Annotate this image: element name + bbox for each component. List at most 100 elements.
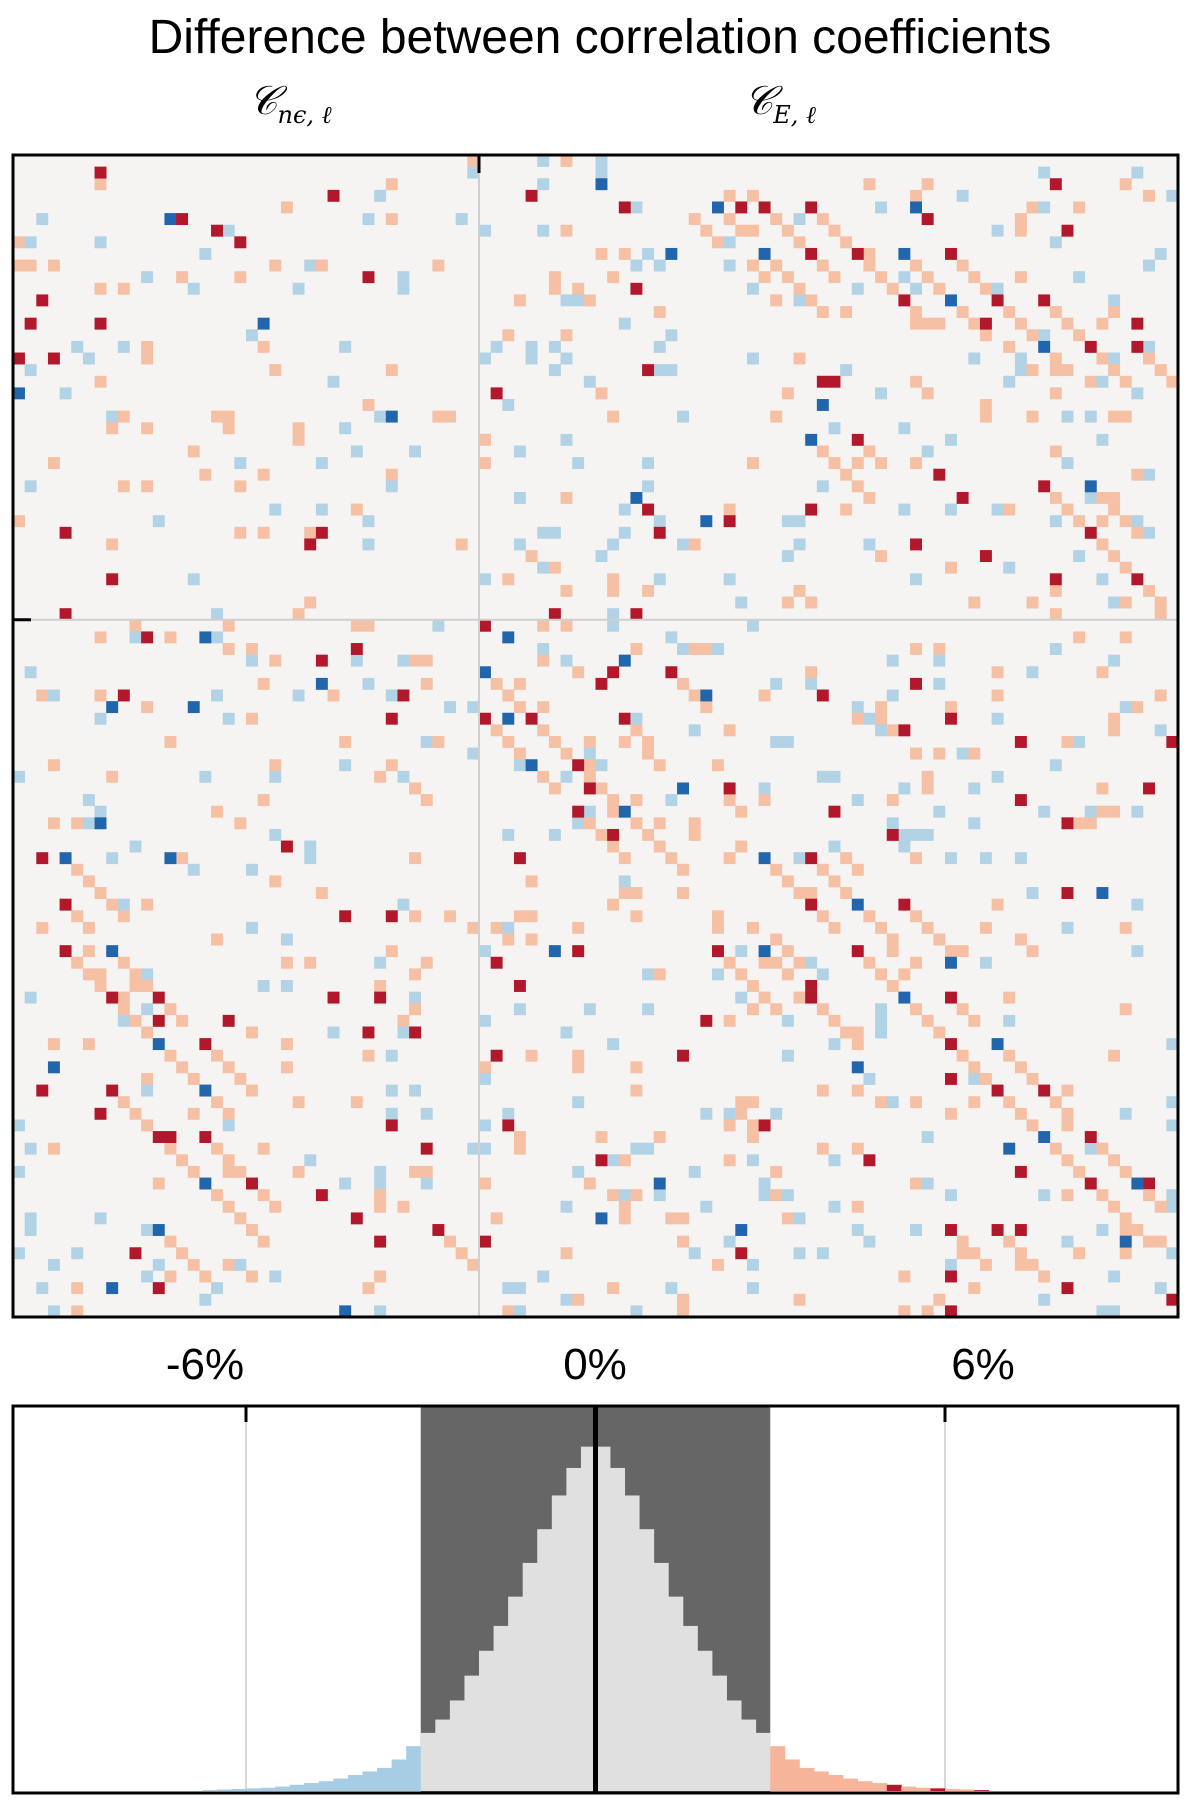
heatmap-cell (630, 491, 643, 504)
heatmap-cell (886, 828, 899, 841)
heatmap-cell (1061, 457, 1074, 470)
heatmap-cell (560, 770, 573, 783)
heatmap-cell (910, 259, 922, 272)
heatmap-cell (607, 840, 620, 853)
histogram-bar (784, 1759, 800, 1791)
heatmap-cell (758, 247, 771, 260)
heatmap-cell (315, 654, 328, 667)
heatmap-cell (374, 991, 387, 1004)
heatmap-cell (152, 515, 165, 528)
heatmap-cell (13, 1247, 25, 1260)
heatmap-cell (304, 526, 317, 539)
heatmap-cell (82, 875, 95, 888)
heatmap-cell (490, 677, 503, 690)
heatmap-cell (513, 852, 526, 865)
heatmap-cell (851, 1038, 864, 1051)
heatmap-cell (712, 945, 724, 958)
heatmap-cell (164, 1235, 177, 1248)
heatmap-cell (164, 631, 177, 644)
histogram-bar (813, 1771, 829, 1791)
heatmap-cell (362, 213, 375, 226)
heatmap-cell (187, 573, 200, 586)
heatmap-cell (82, 921, 95, 934)
heatmap-cell (1096, 491, 1109, 504)
heatmap-cell (851, 712, 864, 725)
heatmap-cell (409, 1165, 422, 1178)
heatmap-cell (397, 689, 410, 702)
heatmap-cell (735, 201, 748, 214)
histogram-bar (930, 1788, 946, 1791)
heatmap-cell (770, 677, 783, 690)
hist-tick-label-0: 0% (563, 1340, 627, 1389)
heatmap-cell (385, 1107, 398, 1120)
heatmap-cell (513, 747, 526, 760)
heatmap-cell (793, 887, 806, 899)
heatmap-cell (979, 329, 992, 342)
heatmap-cell (82, 1038, 95, 1051)
heatmap-cell (152, 1131, 165, 1143)
heatmap-cell (234, 817, 247, 830)
heatmap-cell (490, 1049, 503, 1062)
heatmap-cell (537, 701, 550, 714)
heatmap-cell (1166, 1293, 1179, 1306)
heatmap-cell (910, 317, 922, 330)
heatmap-cell (723, 259, 736, 272)
heatmap-cell (921, 828, 934, 841)
heatmap-cell (71, 956, 84, 969)
heatmap-cell (106, 410, 119, 423)
heatmap-cell (1108, 596, 1121, 609)
heatmap-cell (956, 1003, 969, 1016)
heatmap-cell (677, 410, 689, 423)
heatmap-cell (385, 364, 398, 377)
heatmap-cell (1049, 364, 1062, 377)
histogram-bar (260, 1787, 276, 1791)
heatmap-cell (863, 178, 876, 191)
heatmap-cell (979, 852, 992, 865)
heatmap-cell (851, 457, 864, 470)
heatmap-cell (816, 863, 829, 876)
heatmap-cell (956, 1247, 969, 1260)
heatmap-cell (71, 817, 84, 830)
heatmap-cell (152, 1014, 165, 1027)
heatmap-cell (513, 759, 526, 772)
heatmap-cell (164, 213, 177, 226)
histogram-bar (289, 1784, 305, 1791)
heatmap-cell (1003, 375, 1016, 388)
heatmap-cell (677, 643, 689, 655)
heatmap-cell (665, 794, 678, 807)
heatmap-cell (793, 991, 806, 1004)
histogram-bar (479, 1650, 494, 1791)
heatmap-cell (467, 1142, 480, 1155)
heatmap-cell (816, 1003, 829, 1016)
heatmap-cell (921, 178, 934, 191)
heatmap-cell (350, 503, 363, 516)
heatmap-cell (945, 1072, 957, 1085)
heatmap-cell (1073, 817, 1086, 830)
heatmap-cell (851, 898, 864, 911)
heatmap-cell (781, 875, 794, 888)
heatmap-cell (781, 387, 794, 400)
heatmap-cell (886, 724, 899, 737)
heatmap-cell (141, 271, 154, 284)
heatmap-cell (735, 805, 748, 818)
heatmap-cell (956, 1235, 969, 1248)
heatmap-cell (537, 654, 550, 667)
heatmap-cell (653, 968, 666, 981)
heatmap-cell (106, 422, 119, 435)
heatmap-cell (1119, 375, 1132, 388)
heatmap-cell (875, 724, 888, 737)
heatmap-cell (630, 1061, 643, 1074)
heatmap-cell (572, 282, 585, 295)
heatmap-cell (479, 1072, 491, 1085)
heatmap-cell (467, 166, 480, 179)
heatmap-cell (350, 619, 363, 632)
heatmap-cell (374, 1189, 387, 1202)
heatmap-cell (1096, 538, 1109, 551)
heatmap-cell (222, 1119, 235, 1132)
heatmap-cell (117, 1096, 130, 1109)
heatmap-cell (106, 573, 119, 586)
heatmap-cell (653, 259, 666, 272)
heatmap-cell (117, 689, 130, 702)
heatmap-cell (1073, 329, 1086, 342)
